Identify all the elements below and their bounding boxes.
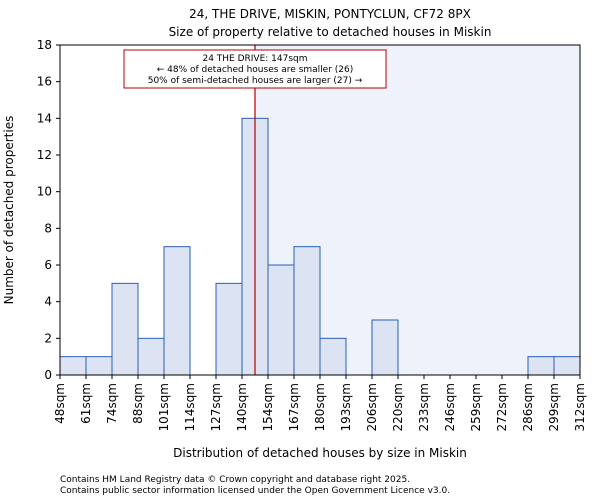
y-tick-label: 0 (44, 368, 52, 382)
x-tick-label: 48sqm (53, 383, 67, 424)
x-tick-label: 286sqm (521, 383, 535, 431)
bar-206sqm (371, 319, 399, 376)
y-tick-label: 8 (44, 221, 52, 235)
y-tick-label: 12 (37, 148, 52, 162)
bar-101sqm (163, 246, 191, 376)
x-tick-label: 272sqm (495, 383, 509, 431)
y-tick-label: 10 (37, 185, 52, 199)
annotation-box: 24 THE DRIVE: 147sqm ← 48% of detached h… (123, 49, 387, 89)
x-tick-label: 88sqm (131, 383, 145, 424)
x-tick-label: 154sqm (261, 383, 275, 431)
annotation-line3: 50% of semi-detached houses are larger (… (148, 76, 363, 86)
x-tick-label: 101sqm (157, 383, 171, 431)
y-tick-label: 6 (44, 258, 52, 272)
x-tick-label: 299sqm (547, 383, 561, 431)
bar-286sqm (527, 356, 555, 376)
y-tick-label: 2 (44, 331, 52, 345)
x-tick-label: 127sqm (209, 383, 223, 431)
x-tick-label: 233sqm (417, 383, 431, 431)
x-axis: 48sqm 61sqm 74sqm 88sqm 101sqm 114sqm 127sqm 14… (53, 375, 587, 431)
bar-127sqm (215, 282, 243, 376)
bar-48sqm (59, 356, 87, 376)
annotation-frame (123, 49, 387, 89)
bar-74sqm (111, 282, 139, 376)
x-tick-label: 193sqm (339, 383, 353, 431)
y-tick-label: 4 (44, 295, 52, 309)
x-tick-label: 259sqm (469, 383, 483, 431)
x-tick-label: 246sqm (443, 383, 457, 431)
bar-88sqm (137, 337, 165, 376)
y-tick-label: 14 (37, 111, 52, 125)
bar-299sqm (553, 356, 581, 376)
chart-subtitle: Size of property relative to detached ho… (169, 25, 492, 39)
y-tick-label: 18 (37, 38, 52, 52)
y-tick-label: 16 (37, 75, 52, 89)
bar-167sqm (293, 246, 321, 376)
footer-line2: Contains public sector information licen… (60, 486, 450, 496)
x-tick-label: 61sqm (79, 383, 93, 424)
annotation-line1: 24 THE DRIVE: 147sqm (202, 54, 307, 64)
bar-180sqm (319, 337, 347, 376)
bar-154sqm (267, 264, 295, 376)
x-tick-label: 167sqm (287, 383, 301, 431)
chart-title: 24, THE DRIVE, MISKIN, PONTYCLUN, CF72 8… (189, 7, 471, 21)
bar-61sqm (85, 356, 113, 376)
x-tick-label: 140sqm (235, 383, 249, 431)
x-tick-label: 114sqm (183, 383, 197, 431)
annotation-line2: ← 48% of detached houses are smaller (26… (157, 65, 354, 75)
y-axis-label: Number of detached properties (2, 116, 16, 305)
x-tick-label: 180sqm (313, 383, 327, 431)
x-tick-label: 74sqm (105, 383, 119, 424)
bars (59, 117, 581, 376)
x-tick-label: 206sqm (365, 383, 379, 431)
x-tick-label: 312sqm (573, 383, 587, 431)
y-axis: 0 2 4 6 8 10 12 14 16 18 (37, 38, 60, 382)
x-axis-label: Distribution of detached houses by size … (173, 446, 467, 460)
footer-line1: Contains HM Land Registry data © Crown c… (60, 475, 410, 485)
x-tick-label: 220sqm (391, 383, 405, 431)
